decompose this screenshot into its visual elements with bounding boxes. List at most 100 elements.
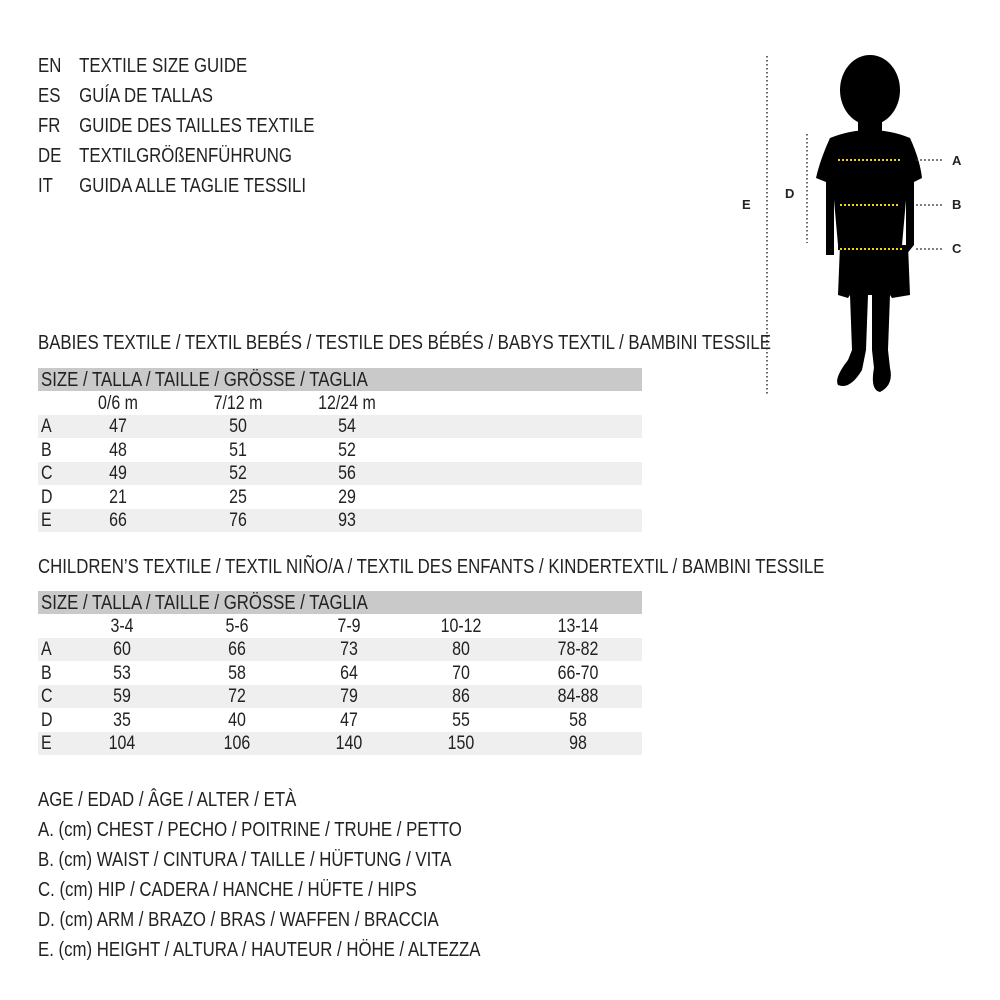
column-header: 12/24 m: [318, 393, 376, 414]
column-header: 7-9: [337, 616, 361, 637]
lang-title: TEXTILE SIZE GUIDE: [79, 55, 248, 77]
table-cell: 21: [109, 486, 127, 508]
lang-code: FR: [38, 115, 61, 137]
row-label: C: [41, 686, 53, 707]
table-cell: 76: [229, 510, 247, 531]
table-cell: 56: [338, 463, 356, 484]
row-label: A: [41, 639, 52, 660]
table-row: D 21 25 29: [38, 486, 642, 509]
table-cell: 52: [229, 463, 247, 484]
table-cell: 73: [340, 639, 358, 660]
table-cell: 48: [109, 439, 127, 461]
lang-code: EN: [38, 55, 62, 77]
table-cell: 35: [113, 709, 131, 731]
child-silhouette-figure: A B C D E: [742, 55, 962, 395]
size-header-label: SIZE / TALLA / TAILLE / GRÖSSE / TAGLIA: [41, 369, 368, 391]
table-cell: 140: [335, 733, 363, 754]
table-cell: 25: [229, 486, 247, 508]
babies-section-title: BABIES TEXTILE / TEXTIL BEBÉS / TESTILE …: [38, 332, 771, 354]
row-label: E: [41, 510, 52, 531]
lang-code: ES: [38, 85, 61, 107]
table-cell: 40: [228, 709, 246, 731]
legend-hip: C. (cm) HIP / CADERA / HANCHE / HÜFTE / …: [38, 879, 417, 901]
table-cell: 80: [452, 639, 470, 660]
label-b: B: [952, 197, 961, 212]
table-cell: 150: [447, 733, 475, 754]
table-cell: 59: [113, 686, 131, 707]
row-label: B: [41, 662, 52, 684]
lang-code: DE: [38, 145, 62, 167]
lang-title: GUIDE DES TAILLES TEXTILE: [79, 115, 315, 137]
table-row: C 49 52 56: [38, 462, 642, 485]
row-label: A: [41, 416, 52, 437]
table-cell: 66: [228, 639, 246, 660]
label-d: D: [785, 186, 794, 201]
column-header-row: 0/6 m 7/12 m 12/24 m: [38, 392, 642, 415]
legend-height: E. (cm) HEIGHT / ALTURA / HAUTEUR / HÖHE…: [38, 939, 481, 961]
table-cell: 106: [223, 733, 251, 754]
table-cell: 54: [338, 416, 356, 437]
table-cell: 98: [569, 733, 587, 754]
lang-title: GUÍA DE TALLAS: [79, 85, 213, 107]
table-row: C 59 72 79 86 84-88: [38, 685, 642, 708]
column-header-row: 3-4 5-6 7-9 10-12 13-14: [38, 615, 642, 638]
table-cell: 51: [229, 439, 247, 461]
table-cell: 70: [452, 662, 470, 684]
legend-arm: D. (cm) ARM / BRAZO / BRAS / WAFFEN / BR…: [38, 909, 439, 931]
table-cell: 72: [228, 686, 246, 707]
size-header-bar: SIZE / TALLA / TAILLE / GRÖSSE / TAGLIA: [38, 368, 642, 391]
table-cell: 52: [338, 439, 356, 461]
row-label: C: [41, 463, 53, 484]
size-header-label: SIZE / TALLA / TAILLE / GRÖSSE / TAGLIA: [41, 592, 368, 614]
table-cell: 66-70: [557, 662, 599, 684]
table-cell: 66: [109, 510, 127, 531]
table-cell: 86: [452, 686, 470, 707]
table-cell: 47: [109, 416, 127, 437]
label-a: A: [952, 153, 962, 168]
measure-lines: [838, 159, 902, 250]
row-label: D: [41, 709, 53, 731]
table-cell: 79: [340, 686, 358, 707]
legend-chest: A. (cm) CHEST / PECHO / POITRINE / TRUHE…: [38, 819, 462, 841]
column-header: 7/12 m: [213, 393, 263, 414]
children-section-title: CHILDREN’S TEXTILE / TEXTIL NIÑO/A / TEX…: [38, 556, 825, 578]
row-label: E: [41, 733, 52, 754]
table-cell: 58: [569, 709, 587, 731]
table-row: A 47 50 54: [38, 415, 642, 438]
table-cell: 58: [228, 662, 246, 684]
table-row: E 66 76 93: [38, 509, 642, 532]
lang-code: IT: [38, 175, 53, 197]
column-header: 5-6: [225, 616, 249, 637]
table-cell: 29: [338, 486, 356, 508]
table-cell: 78-82: [557, 639, 599, 660]
table-row: E 104 106 140 150 98: [38, 732, 642, 755]
column-header: 13-14: [557, 616, 599, 637]
table-row: D 35 40 47 55 58: [38, 709, 642, 732]
table-cell: 53: [113, 662, 131, 684]
label-c: C: [952, 241, 962, 256]
table-cell: 104: [108, 733, 136, 754]
legend-age: AGE / EDAD / ÂGE / ALTER / ETÀ: [38, 789, 297, 811]
size-header-bar: SIZE / TALLA / TAILLE / GRÖSSE / TAGLIA: [38, 591, 642, 614]
table-cell: 55: [452, 709, 470, 731]
row-label: D: [41, 486, 53, 508]
table-cell: 50: [229, 416, 247, 437]
legend-waist: B. (cm) WAIST / CINTURA / TAILLE / HÜFTU…: [38, 849, 452, 871]
table-row: B 53 58 64 70 66-70: [38, 662, 642, 685]
row-label: B: [41, 439, 52, 461]
column-header: 3-4: [110, 616, 134, 637]
table-cell: 60: [113, 639, 131, 660]
table-cell: 47: [340, 709, 358, 731]
label-e: E: [742, 197, 751, 212]
table-row: A 60 66 73 80 78-82: [38, 638, 642, 661]
table-cell: 49: [109, 463, 127, 484]
table-cell: 84-88: [557, 686, 599, 707]
table-row: B 48 51 52: [38, 439, 642, 462]
lang-title: GUIDA ALLE TAGLIE TESSILI: [79, 175, 307, 197]
column-header: 10-12: [440, 616, 482, 637]
child-silhouette: [816, 55, 922, 392]
lang-title: TEXTILGRÖßENFÜHRUNG: [79, 145, 292, 167]
column-header: 0/6 m: [98, 393, 138, 414]
table-cell: 64: [340, 662, 358, 684]
table-cell: 93: [338, 510, 356, 531]
